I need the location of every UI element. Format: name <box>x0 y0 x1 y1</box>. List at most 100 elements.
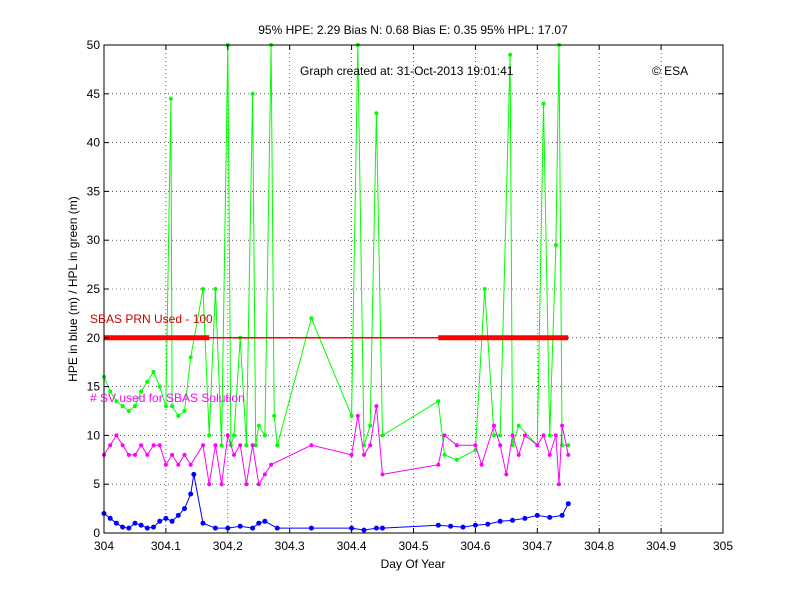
series-hpe-point <box>448 523 454 529</box>
series-hpe-point <box>250 525 256 531</box>
series-hpe-point <box>485 521 491 527</box>
x-tick-label: 304.7 <box>522 539 552 553</box>
series-hpe-point <box>107 515 113 521</box>
series-hpl-point <box>170 404 175 409</box>
series-layer <box>101 43 571 533</box>
series-hpe-point <box>175 512 181 518</box>
series-hpl-point <box>498 433 503 438</box>
series-hpl-point <box>168 96 173 101</box>
series-hpe-point <box>212 525 218 531</box>
series-hpe-point <box>126 525 132 531</box>
series-hpe-point <box>361 527 367 533</box>
series-sv-point <box>541 433 546 438</box>
series-hpl-point <box>272 413 277 418</box>
series-sv-point <box>244 482 249 487</box>
series-hpe-point <box>534 512 540 518</box>
series-hpe-point <box>510 517 515 523</box>
series-hpl-point <box>157 384 162 389</box>
series-sv-point <box>157 443 162 448</box>
y-tick-label: 40 <box>87 136 101 150</box>
series-hpe-point <box>163 515 169 521</box>
series-sv-point <box>108 443 113 448</box>
x-axis-label: Day Of Year <box>381 557 446 571</box>
series-hpe-point <box>460 524 466 530</box>
series-hpe-point <box>262 518 268 524</box>
series-sv-point <box>535 443 540 448</box>
series-sv-point <box>182 452 187 457</box>
x-tick-label: 304.9 <box>646 539 676 553</box>
series-sv-point <box>473 443 478 448</box>
series-hpl-point <box>380 433 385 438</box>
series-hpl-point <box>368 423 373 428</box>
series-sv-point <box>560 423 565 428</box>
series-sv-point <box>442 433 447 438</box>
series-sv-point <box>309 443 314 448</box>
y-tick-label: 10 <box>87 428 101 442</box>
series-sv-point <box>120 443 125 448</box>
series-sv-point <box>238 443 243 448</box>
series-hpl-point <box>492 433 496 438</box>
series-hpl-point <box>547 433 552 438</box>
series-hpl-point <box>349 413 354 418</box>
series-hpe-point <box>472 522 478 528</box>
series-hpe-point <box>113 520 119 526</box>
series-hpl-point <box>182 409 187 413</box>
series-sv-point <box>454 443 459 448</box>
series-sv-point <box>250 443 255 448</box>
x-tick-label: 304.1 <box>151 539 181 553</box>
series-hpl-point <box>207 433 212 438</box>
copyright-annotation: © ESA <box>652 64 688 78</box>
series-sv-point <box>114 433 119 438</box>
series-sv-point <box>133 452 137 457</box>
series-hpl-point <box>553 243 558 248</box>
series-hpl-point <box>201 287 205 291</box>
series-hpe <box>101 471 571 533</box>
series-hpl-line <box>103 44 569 461</box>
y-tick-label: 25 <box>87 282 101 296</box>
prn-annotation: SBAS PRN Used - 100 <box>90 312 213 326</box>
grid <box>104 45 723 533</box>
series-sv-point <box>126 452 131 457</box>
series-hpe-point <box>497 518 503 524</box>
series-sv-point <box>262 472 267 477</box>
created-annotation: Graph created at: 31-Oct-2013 19:01:41 <box>300 64 514 78</box>
series-hpe-point <box>435 522 441 528</box>
series-sv-point <box>139 443 144 448</box>
series-hpe-point <box>191 471 197 477</box>
x-tick-label: 304.5 <box>398 539 428 553</box>
series-sv-point <box>547 452 552 457</box>
x-tick-label: 304.4 <box>337 539 367 553</box>
series-sv-point <box>201 443 205 448</box>
series-hpl-point <box>256 423 261 428</box>
tick-layer: 304 304.1 304.2 304.3 304.4 304.5 304.6 304.7 30… <box>87 38 734 553</box>
series-sv-point <box>355 413 360 418</box>
series-sv-point <box>436 462 441 467</box>
series-sv-point <box>176 462 181 467</box>
series-hpl-point <box>516 423 521 428</box>
series-sv-point <box>225 433 230 438</box>
series-hpl-point <box>262 433 267 438</box>
series-hpe-point <box>151 524 156 530</box>
series-sv-point <box>151 443 156 448</box>
series-sv-point <box>188 462 193 467</box>
y-tick-label: 45 <box>87 87 101 101</box>
series-hpl-point <box>232 433 236 438</box>
series-hpe-point <box>132 520 138 526</box>
series-sv-point <box>368 443 373 448</box>
series-sv-point <box>553 433 558 438</box>
y-tick-label: 35 <box>87 184 101 198</box>
x-tick-label: 304.6 <box>460 539 490 553</box>
series-sv-point <box>479 462 484 467</box>
y-tick-label: 50 <box>87 38 101 52</box>
series-sv-point <box>145 452 150 457</box>
series-hpe-point <box>256 520 262 526</box>
series-hpe-point <box>200 520 206 526</box>
sv-annotation: # SV used for SBAS Solution <box>90 391 245 405</box>
series-hpe-point <box>380 525 385 531</box>
series-sv-point <box>557 482 561 487</box>
series-sv-point <box>374 404 379 409</box>
x-tick-label: 304.8 <box>584 539 614 553</box>
series-sv-point <box>492 423 496 428</box>
series-hpe-point <box>522 515 528 521</box>
